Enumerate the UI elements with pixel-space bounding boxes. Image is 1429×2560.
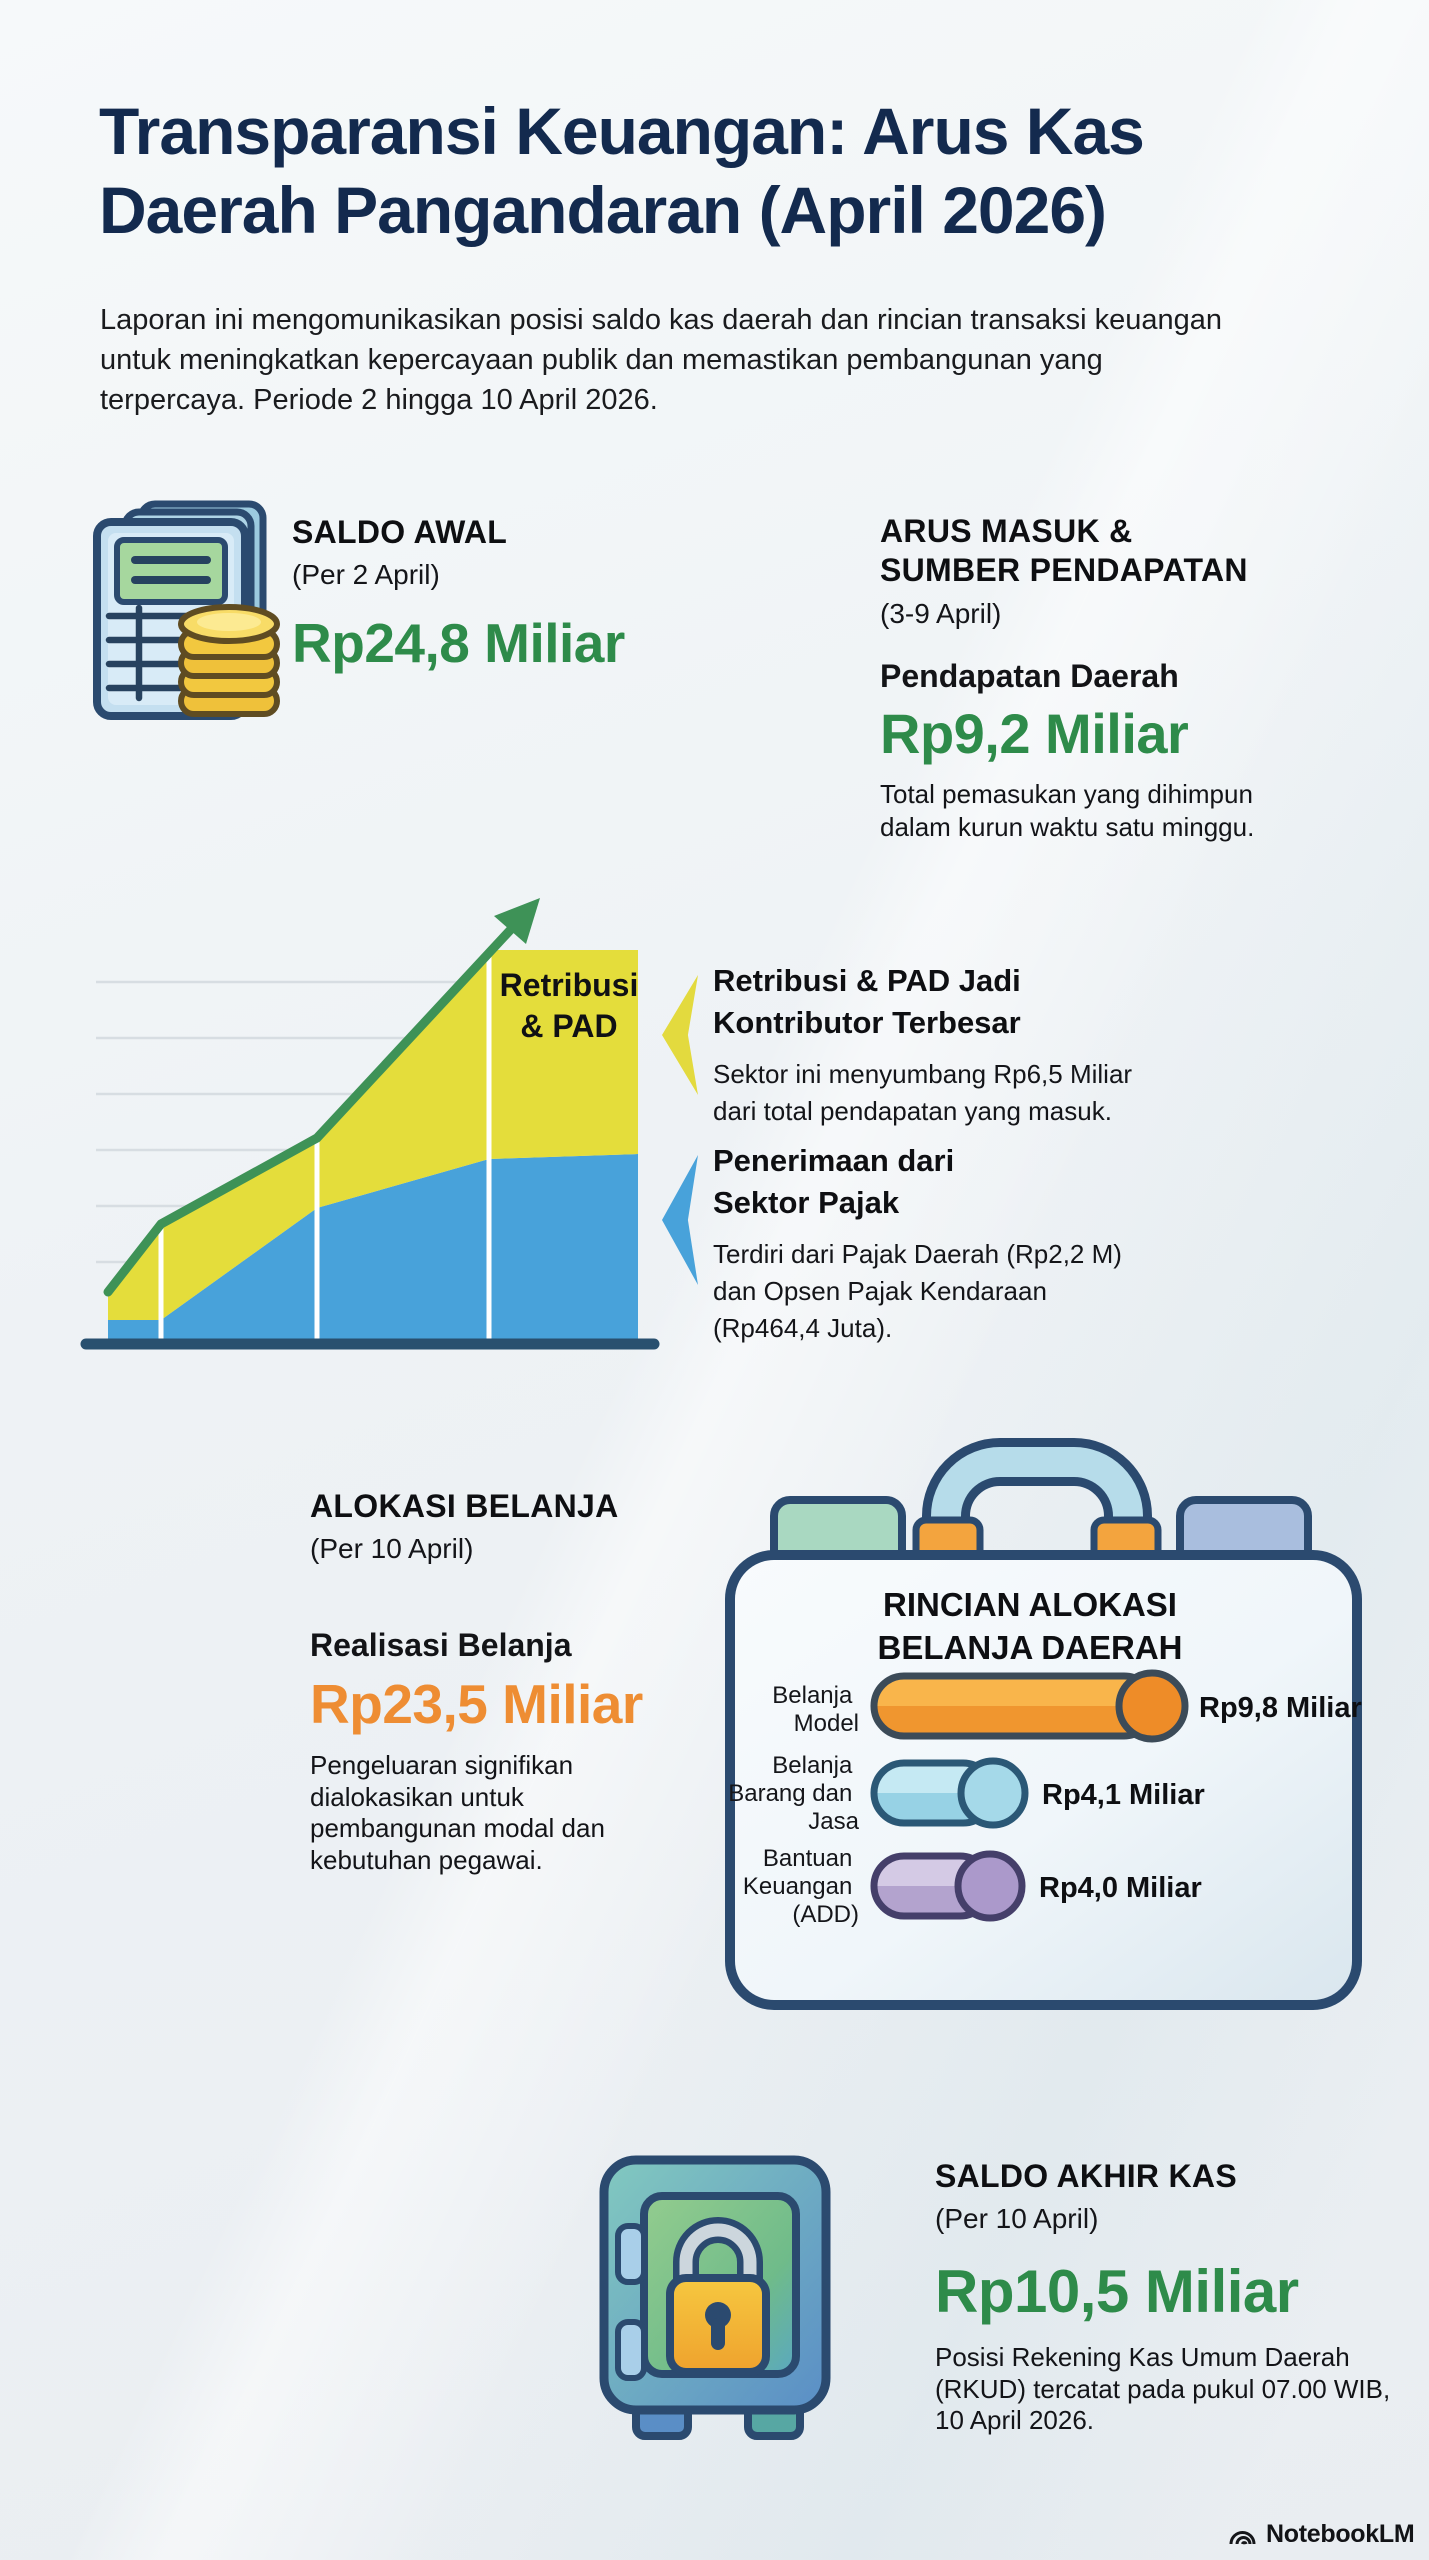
annotation-retribusi-pad: Retribusi & PAD Jadi Kontributor Terbesa… (713, 960, 1333, 1130)
arus-masuk-block: ARUS MASUK & SUMBER PENDAPATAN (3-9 Apri… (880, 512, 1400, 844)
trend-line (103, 921, 519, 1297)
bar-2-value: Rp4,1 Miliar (1042, 1779, 1205, 1811)
annotation-2-heading: Penerimaan dari Sektor Pajak (713, 1140, 1333, 1224)
pendapatan-daerah-desc: Total pemasukan yang dihimpun dalam kuru… (880, 778, 1400, 844)
rincian-heading-line-2: BELANJA DAERAH (878, 1629, 1183, 1666)
svg-text:Bantuan Keuangan: Bantuan Keuangan (ADD) (743, 1845, 859, 1928)
bar-3-label-line: (ADD) (792, 1901, 859, 1928)
safe-hinge-top (615, 2223, 647, 2285)
bar-2-label-line: Jasa (808, 1808, 859, 1835)
page-title-line-2: Daerah Pangandaran (April 2026) (99, 173, 1107, 248)
page-subtitle: Laporan ini mengomunikasikan posisi sald… (100, 300, 1222, 420)
bar-2-label-line: Barang dan (728, 1780, 852, 1807)
annotation-2-body-line: (Rp464,4 Juta). (713, 1312, 893, 1343)
desc-line: pembangunan modal dan (310, 1813, 605, 1844)
realisasi-belanja-amount: Rp23,5 Miliar (310, 1673, 643, 1735)
subtitle-line: Laporan ini mengomunikasikan posisi sald… (100, 304, 1223, 336)
notebooklm-logo-icon (1229, 2530, 1256, 2545)
arus-masuk-heading: ARUS MASUK & SUMBER PENDAPATAN (880, 512, 1400, 590)
annotation-1-heading-line-1: Retribusi & PAD Jadi (713, 963, 1021, 998)
desc-line: Pengeluaran signifikan (310, 1750, 574, 1780)
area-retribusi-pad-yellow (108, 950, 638, 1320)
annotation-2-heading-line-2: Sektor Pajak (713, 1184, 900, 1220)
saldo-awal-block: SALDO AWAL (Per 2 April) Rp24,8 Miliar (292, 514, 625, 675)
safe-vault-icon (599, 2155, 831, 2440)
annotation-2-body-line: Terdiri dari Pajak Daerah (Rp2,2 M) (713, 1238, 1122, 1269)
bar-2-label-line: Belanja (772, 1752, 853, 1779)
alokasi-desc: Pengeluaran signifikan dialokasikan untu… (310, 1750, 730, 1877)
bar-1-label-line: Belanja (772, 1682, 853, 1709)
annotation-2-body-line: dan Opsen Pajak Kendaraan (713, 1275, 1047, 1306)
annotation-1-body-line: dari total pendapatan yang masuk. (713, 1095, 1112, 1126)
padlock-icon (666, 2217, 770, 2376)
ledger-banner-lines (131, 556, 211, 584)
arus-masuk-period: (3-9 April) (880, 598, 1002, 630)
annotation-2-body: Terdiri dari Pajak Daerah (Rp2,2 M) dan … (713, 1236, 1333, 1347)
saldo-akhir-desc: Posisi Rekening Kas Umum Daerah (RKUD) t… (935, 2342, 1405, 2437)
annotation-1-body: Sektor ini menyumbang Rp6,5 Miliar dari … (713, 1056, 1333, 1130)
svg-text:Belanja Model: Belanja Model (772, 1682, 859, 1737)
bar-1-label-line: Model (794, 1710, 859, 1737)
saldo-akhir-block: SALDO AKHIR KAS (Per 10 April) Rp10,5 Mi… (935, 2158, 1405, 2437)
annotation-1-body-line: Sektor ini menyumbang Rp6,5 Miliar (713, 1058, 1133, 1089)
bar-bantuan-keuangan: Bantuan Keuangan (ADD) Rp4,0 Miliar (743, 1845, 1202, 1928)
annotation-1-heading: Retribusi & PAD Jadi Kontributor Terbesa… (713, 960, 1333, 1044)
subtitle-line: untuk meningkatkan kepercayaan publik da… (100, 344, 1103, 377)
ledger-coins-icon (93, 500, 280, 720)
page-title: Transparansi Keuangan: Arus Kas Daerah P… (99, 92, 1145, 250)
alokasi-heading: ALOKASI BELANJA (310, 1488, 619, 1524)
bar-3-label-line: Bantuan (763, 1845, 852, 1872)
bar-belanja-model: Belanja Model Rp9,8 Miliar (772, 1669, 1362, 1743)
desc-line: dialokasikan untuk (310, 1781, 524, 1812)
bar-3-value: Rp4,0 Miliar (1039, 1872, 1202, 1904)
arus-masuk-heading-line-2: SUMBER PENDAPATAN (880, 552, 1248, 589)
bar-belanja-barang-jasa: Belanja Barang dan Jasa Rp4,1 Miliar (728, 1752, 1205, 1835)
annotation-2-heading-line-1: Penerimaan dari (713, 1143, 955, 1178)
alokasi-belanja-block: ALOKASI BELANJA (Per 10 April) Realisasi… (310, 1488, 730, 1877)
saldo-akhir-amount: Rp10,5 Miliar (935, 2258, 1299, 2325)
saldo-awal-amount: Rp24,8 Miliar (292, 612, 625, 674)
bar-1-value: Rp9,8 Miliar (1199, 1692, 1362, 1724)
realisasi-belanja-label: Realisasi Belanja (310, 1627, 572, 1663)
footer-brand: NotebookLM (1228, 2520, 1415, 2549)
desc-line: kebutuhan pegawai. (310, 1845, 543, 1876)
subtitle-line: terpercaya. Periode 2 hingga 10 April 20… (100, 384, 658, 417)
annotation-1-heading-line-2: Kontributor Terbesar (713, 1004, 1021, 1040)
area-label-retribusi: Retribusi (500, 967, 639, 1003)
area-label-pad: & PAD (520, 1008, 617, 1044)
svg-text:Belanja Barang dan: Belanja Barang dan Jasa (728, 1752, 859, 1835)
revenue-area-chart: Retribusi & PAD (80, 898, 660, 1350)
desc-line: (RKUD) tercatat pada pukul 07.00 WIB, (935, 2373, 1391, 2404)
saldo-akhir-heading: SALDO AKHIR KAS (935, 2158, 1237, 2194)
desc-line: Posisi Rekening Kas Umum Daerah (935, 2342, 1350, 2372)
pendapatan-daerah-label: Pendapatan Daerah (880, 658, 1179, 695)
bar-3-label-line: Keuangan (743, 1873, 852, 1900)
arus-masuk-heading-line-1: ARUS MASUK & (880, 513, 1133, 549)
pendapatan-daerah-amount: Rp9,2 Miliar (880, 702, 1189, 766)
desc-line: dalam kurun waktu satu minggu. (880, 812, 1255, 843)
page-title-line-1: Transparansi Keuangan: Arus Kas (99, 94, 1145, 168)
case-handle (931, 1447, 1143, 1560)
briefcase-spending-chart: RINCIAN ALOKASI BELANJA DAERAH Belanja M… (725, 1438, 1362, 2010)
coin-stack-icon (178, 604, 280, 717)
annotation-sektor-pajak: Penerimaan dari Sektor Pajak Terdiri dar… (713, 1140, 1333, 1346)
saldo-awal-period: (Per 2 April) (292, 559, 440, 590)
ledger-banner (114, 537, 228, 605)
desc-line: 10 April 2026. (935, 2405, 1095, 2436)
alokasi-period: (Per 10 April) (310, 1533, 474, 1564)
area-pajak-blue (108, 1154, 638, 1344)
rincian-heading-line-1: RINCIAN ALOKASI (883, 1586, 1177, 1623)
chart-dividers (158, 952, 492, 1344)
notebooklm-wordmark: NotebookLM (1266, 2520, 1415, 2548)
saldo-akhir-period: (Per 10 April) (935, 2203, 1099, 2234)
saldo-awal-heading: SALDO AWAL (292, 514, 508, 550)
safe-hinge-bottom (615, 2319, 647, 2381)
desc-line: Total pemasukan yang dihimpun (880, 779, 1253, 810)
trend-arrowhead-icon (494, 898, 540, 944)
